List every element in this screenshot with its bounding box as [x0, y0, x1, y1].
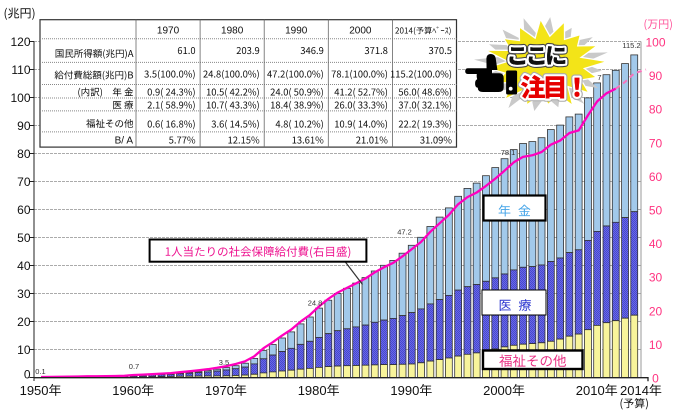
svg-text:50: 50: [649, 204, 663, 218]
svg-text:0: 0: [24, 368, 31, 382]
svg-text:0: 0: [652, 372, 659, 386]
svg-text:1950: 1950: [20, 383, 49, 398]
svg-text:1980: 1980: [221, 26, 244, 37]
svg-text:50: 50: [17, 231, 31, 245]
svg-text:0.1: 0.1: [35, 367, 45, 376]
svg-text:60: 60: [17, 203, 31, 217]
svg-text:1970: 1970: [157, 26, 180, 37]
svg-text:10: 10: [649, 338, 663, 352]
svg-text:78.1: 78.1: [501, 148, 516, 157]
svg-text:10: 10: [17, 343, 31, 357]
svg-text:20: 20: [649, 304, 663, 318]
svg-text:24.8: 24.8: [308, 299, 323, 308]
svg-text:1970: 1970: [205, 383, 234, 398]
svg-text:40: 40: [649, 237, 663, 251]
svg-text:0.7: 0.7: [129, 362, 139, 371]
svg-text:1990: 1990: [390, 383, 419, 398]
svg-text:30: 30: [17, 287, 31, 301]
svg-text:100: 100: [10, 91, 30, 105]
svg-text:2010: 2010: [576, 383, 605, 398]
svg-text:100: 100: [645, 36, 665, 50]
svg-text:110: 110: [11, 63, 30, 77]
svg-text:70: 70: [649, 136, 663, 150]
svg-text:3.5: 3.5: [219, 358, 229, 367]
svg-text:2000: 2000: [349, 26, 372, 37]
svg-text:80: 80: [649, 103, 663, 117]
svg-text:7: 7: [597, 73, 601, 82]
svg-text:30: 30: [649, 271, 663, 285]
svg-text:2014: 2014: [620, 383, 649, 398]
svg-text:1980: 1980: [298, 383, 327, 398]
svg-text:90: 90: [649, 69, 663, 83]
svg-text:90: 90: [17, 119, 31, 133]
svg-text:1990: 1990: [285, 26, 308, 37]
svg-text:80: 80: [17, 147, 31, 161]
svg-text:70: 70: [17, 175, 31, 189]
svg-text:20: 20: [17, 315, 31, 329]
svg-text:2000: 2000: [483, 383, 512, 398]
svg-text:120: 120: [10, 35, 30, 49]
svg-text:115.2: 115.2: [622, 41, 640, 50]
svg-text:B/ A: B/ A: [115, 136, 134, 147]
svg-text:1960: 1960: [112, 383, 141, 398]
svg-text:40: 40: [17, 259, 31, 273]
svg-text:47.2: 47.2: [397, 228, 412, 237]
svg-text:60: 60: [649, 170, 663, 184]
